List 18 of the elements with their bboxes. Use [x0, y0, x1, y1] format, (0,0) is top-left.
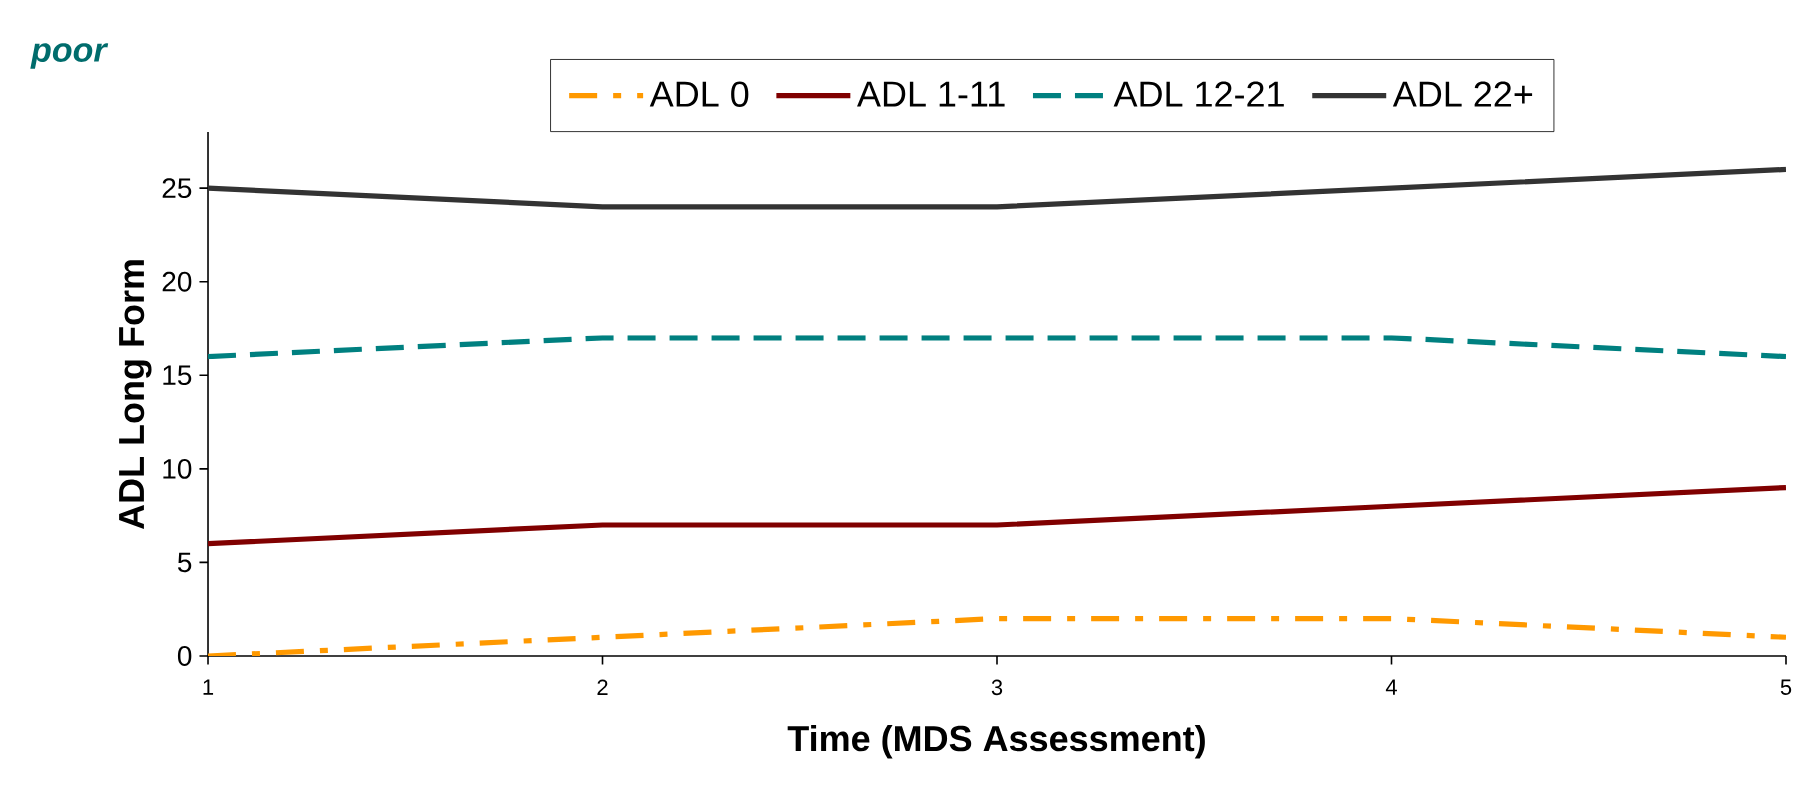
legend-label: ADL 0 [649, 81, 749, 107]
x-tick-label: 2 [597, 679, 608, 695]
y-tick-label: 15 [163, 365, 192, 386]
legend-label: ADL 12-21 [1113, 81, 1284, 107]
y-tick-label: 25 [162, 178, 192, 199]
legend-label: ADL 1-11 [857, 81, 1005, 107]
y-axis-title: ADL Long Form [119, 260, 152, 530]
x-tick-label: 1 [203, 679, 214, 695]
x-tick-label: 5 [1780, 679, 1792, 695]
x-tick-label: 3 [991, 679, 1003, 696]
y-tick-label: 0 [177, 646, 192, 666]
legend-label: ADL 22+ [1392, 81, 1533, 107]
y-tick-label: 10 [163, 458, 192, 479]
x-tick-label: 4 [1385, 679, 1397, 695]
text: poor [30, 43, 109, 69]
y-tick-label: 20 [162, 271, 192, 292]
y-tick-label: 5 [177, 552, 192, 573]
x-axis-title: Time (MDS Assessment) [787, 724, 1205, 759]
